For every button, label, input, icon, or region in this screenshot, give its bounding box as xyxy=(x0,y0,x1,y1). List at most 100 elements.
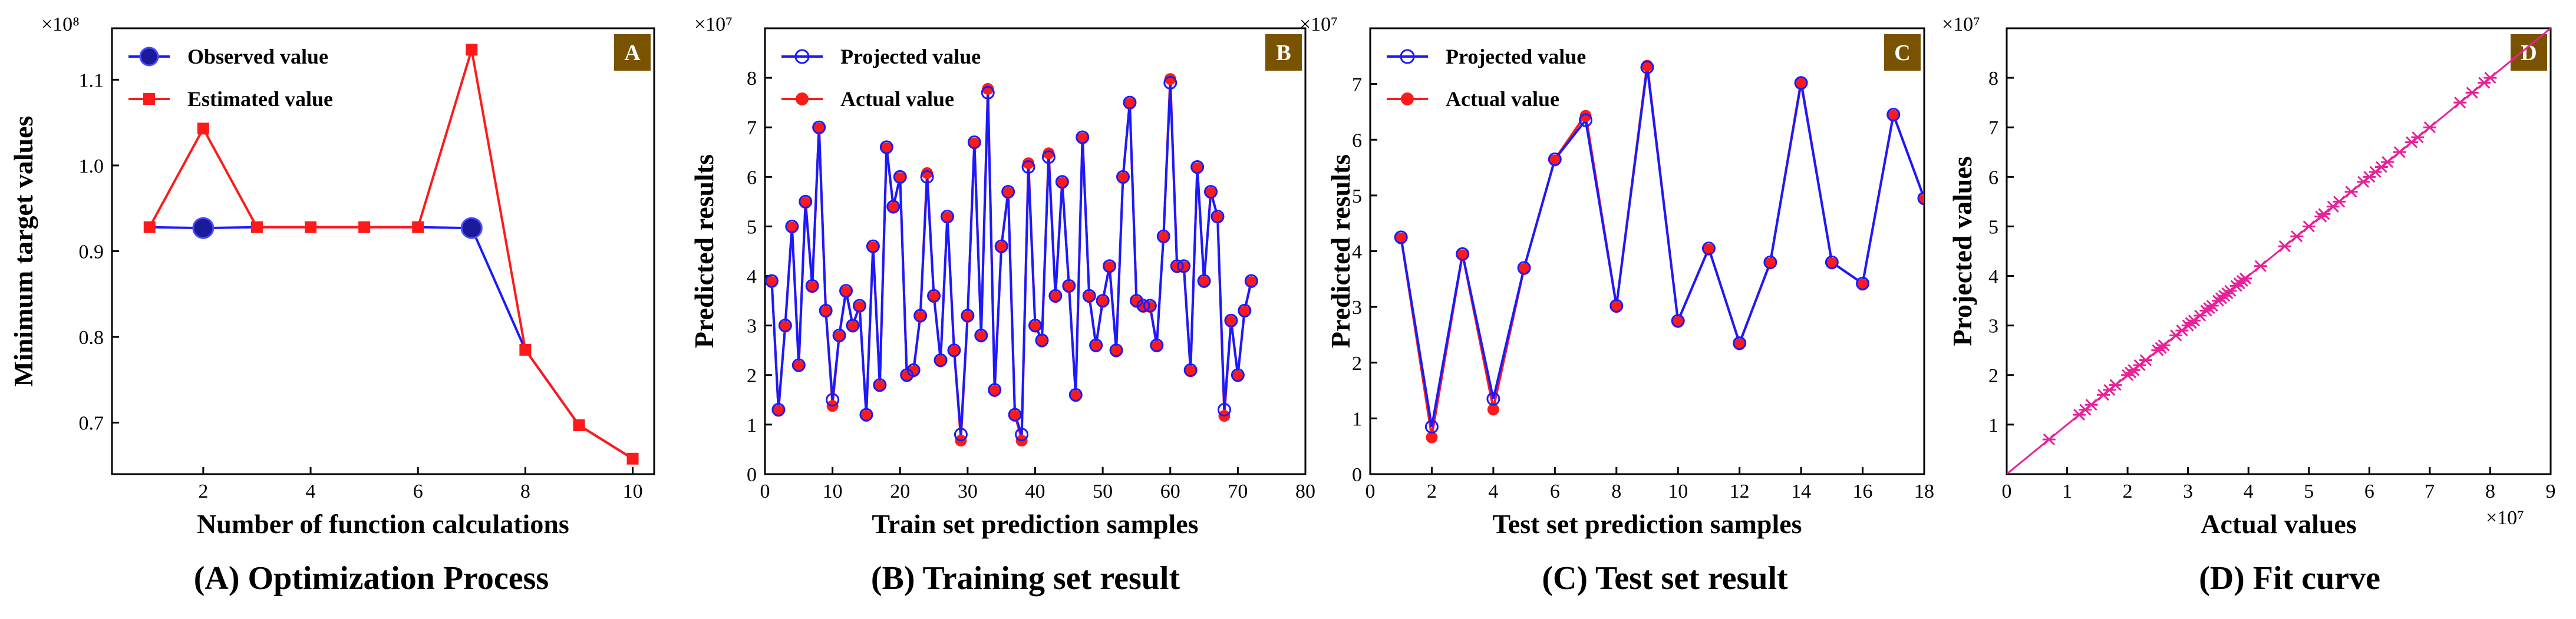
data-point xyxy=(358,221,371,233)
plot-area xyxy=(2007,28,2551,474)
data-point xyxy=(1579,110,1592,122)
data-point xyxy=(2381,156,2394,168)
legend-marker xyxy=(143,93,155,105)
x-axis-label: Actual values xyxy=(2201,509,2357,539)
data-point xyxy=(1021,160,1035,174)
y-tick-label: 5 xyxy=(747,216,757,238)
data-point xyxy=(1640,60,1654,74)
data-point xyxy=(2084,399,2098,411)
data-point xyxy=(1917,191,1924,206)
data-point xyxy=(2139,354,2152,366)
y-tick-label: 1.1 xyxy=(79,69,104,91)
y-tick-label: 0 xyxy=(1352,464,1362,486)
y-tick-label: 8 xyxy=(1988,68,1998,90)
data-point xyxy=(1082,289,1096,303)
data-point xyxy=(927,289,941,303)
legend-label: Actual value xyxy=(1446,87,1559,111)
data-point xyxy=(1076,130,1090,144)
data-point xyxy=(2157,339,2171,352)
data-point xyxy=(1579,113,1593,127)
data-point xyxy=(852,299,866,313)
data-point xyxy=(1156,229,1170,243)
data-point xyxy=(2254,260,2267,272)
data-point xyxy=(412,221,424,233)
data-point xyxy=(1150,338,1164,352)
data-point xyxy=(1886,108,1901,122)
data-point xyxy=(826,393,840,407)
y-axis-label: Predicted results xyxy=(1325,154,1355,348)
data-point xyxy=(1008,408,1022,422)
data-point xyxy=(940,210,954,224)
panel-caption: (D) Fit curve xyxy=(2199,560,2380,597)
y-tick-label: 1.0 xyxy=(79,155,104,177)
x-tick-label: 4 xyxy=(1488,481,1498,502)
data-point xyxy=(1217,403,1231,417)
data-point xyxy=(785,219,799,233)
legend-label: Estimated value xyxy=(187,87,333,111)
data-point xyxy=(1517,261,1531,275)
data-point xyxy=(974,328,988,342)
legend-label: Projected value xyxy=(1446,45,1586,68)
y-tick-label: 6 xyxy=(1352,130,1362,151)
panel-badge xyxy=(2511,34,2547,71)
series-line-1 xyxy=(149,49,634,460)
data-point xyxy=(626,452,639,465)
data-point xyxy=(1023,157,1035,170)
y-tick-label: 6 xyxy=(747,167,757,188)
y-exponent-label: ×10⁷ xyxy=(1299,14,1338,35)
x-tick-label: 6 xyxy=(1550,481,1560,502)
x-tick-label: 6 xyxy=(413,481,423,502)
data-point xyxy=(250,221,263,233)
data-point xyxy=(1043,147,1055,160)
series-line-0 xyxy=(1400,67,1924,427)
data-point xyxy=(460,217,483,239)
data-point xyxy=(1190,160,1205,174)
data-point xyxy=(981,85,995,100)
panel-badge-label: D xyxy=(2521,41,2537,65)
data-point xyxy=(1028,319,1042,333)
data-point xyxy=(893,170,907,184)
plot-area xyxy=(765,73,1258,447)
data-point xyxy=(1048,289,1063,303)
data-point xyxy=(1486,392,1500,406)
x-tick-label: 20 xyxy=(890,481,910,502)
x-tick-label: 10 xyxy=(1668,481,1688,502)
x-tick-label: 14 xyxy=(1791,481,1811,502)
data-point xyxy=(1001,185,1015,199)
data-point xyxy=(1089,338,1103,352)
data-point xyxy=(1163,76,1177,90)
x-tick-label: 9 xyxy=(2546,481,2556,502)
data-point xyxy=(886,200,901,214)
data-point xyxy=(839,284,853,298)
data-point xyxy=(954,428,968,442)
data-point xyxy=(573,419,585,432)
data-point xyxy=(305,221,317,233)
data-point xyxy=(1733,336,1747,350)
data-point xyxy=(1170,259,1184,273)
data-point xyxy=(866,239,880,253)
data-point xyxy=(1609,299,1624,313)
y-exponent-label: ×10⁸ xyxy=(41,14,80,35)
data-point xyxy=(921,167,934,179)
data-point xyxy=(1671,314,1685,328)
data-point xyxy=(1109,343,1123,358)
data-point xyxy=(832,328,846,342)
x-tick-label: 80 xyxy=(1295,481,1315,502)
x-tick-label: 2 xyxy=(198,481,208,502)
x-tick-label: 0 xyxy=(760,481,770,502)
y-exponent-label: ×10⁷ xyxy=(694,14,733,35)
x-tick-label: 50 xyxy=(1093,481,1113,502)
data-point xyxy=(1394,230,1408,244)
plot-area xyxy=(143,44,639,465)
legend-marker xyxy=(1400,49,1415,64)
x-tick-label: 8 xyxy=(2485,481,2495,502)
data-point xyxy=(1116,170,1130,184)
data-point xyxy=(799,194,813,208)
y-tick-label: 4 xyxy=(1352,241,1362,263)
data-point xyxy=(2042,433,2056,446)
data-point xyxy=(1794,76,1808,90)
y-tick-label: 7 xyxy=(747,117,757,139)
data-point xyxy=(192,217,215,239)
data-point xyxy=(1143,299,1157,313)
